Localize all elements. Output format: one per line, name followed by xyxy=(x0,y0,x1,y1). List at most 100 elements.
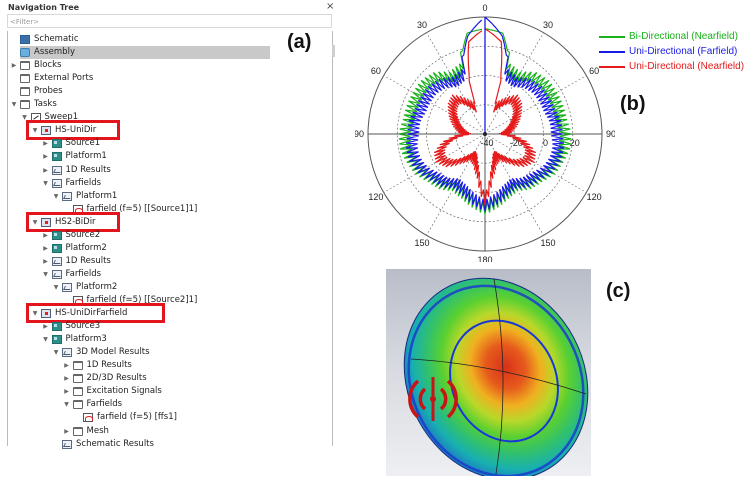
polar-grid-spoke xyxy=(383,75,486,135)
legend-item: Bi-Directional (Nearfield) xyxy=(595,29,744,44)
tree-item[interactable]: ▼ Platform3 xyxy=(8,333,328,346)
collapse-arrow-icon[interactable]: ▼ xyxy=(43,270,48,278)
expand-arrow-icon[interactable]: ▶ xyxy=(43,257,48,265)
chart-icon xyxy=(62,439,72,449)
folder-icon xyxy=(20,74,30,84)
chart-icon xyxy=(51,165,62,175)
tree-item-label: Mesh xyxy=(86,425,109,436)
tree-item-label: 1D Results xyxy=(65,255,111,266)
tree-item[interactable]: ▶ Excitation Signals xyxy=(8,385,328,398)
collapse-arrow-icon[interactable]: ▼ xyxy=(22,114,27,122)
component-icon xyxy=(51,243,62,253)
chart-legend: Bi-Directional (Nearfield) Uni-Directiona… xyxy=(595,29,744,74)
tree-item[interactable]: ▶ Source1 xyxy=(8,137,328,150)
collapse-arrow-icon[interactable]: ▼ xyxy=(43,336,48,344)
expand-arrow-icon[interactable]: ▶ xyxy=(43,153,48,161)
expand-arrow-icon[interactable]: ▶ xyxy=(43,140,48,148)
expand-arrow-icon[interactable]: ▶ xyxy=(64,375,69,383)
component-icon xyxy=(51,139,62,149)
task-icon xyxy=(41,309,51,319)
tree-item-label: Platform1 xyxy=(76,190,118,201)
tree-item-label: farfield (f=5) [ffs1] xyxy=(97,412,177,423)
tree-item[interactable]: Assembly xyxy=(20,46,270,60)
tree-item[interactable]: ▶ Mesh xyxy=(8,425,328,438)
tree-item-label: Farfields xyxy=(86,399,123,410)
farfield-surface xyxy=(403,277,589,476)
tree-item[interactable]: farfield (f=5) [ffs1] xyxy=(8,411,328,424)
tree-item[interactable]: Schematic xyxy=(8,33,328,46)
polar-grid-spoke xyxy=(383,133,486,193)
folder-icon xyxy=(20,61,30,71)
tree-item[interactable]: ▶ 1D Results xyxy=(8,255,328,268)
close-icon[interactable]: × xyxy=(326,1,335,12)
collapse-arrow-icon[interactable]: ▼ xyxy=(43,179,48,187)
chart-icon xyxy=(51,178,62,188)
expand-arrow-icon[interactable]: ▶ xyxy=(64,427,69,435)
tree-item[interactable]: ▼ HS-UniDirFarfield xyxy=(8,307,328,320)
tree-item[interactable]: ▼ Farfields xyxy=(8,177,328,190)
tree-item[interactable]: ▶ Source3 xyxy=(8,320,328,333)
filter-input[interactable]: <Filter> xyxy=(7,14,332,28)
radial-tick-label: -40 xyxy=(480,138,493,148)
collapse-arrow-icon[interactable]: ▼ xyxy=(11,101,17,109)
collapse-arrow-icon[interactable]: ▼ xyxy=(64,401,69,409)
tree-item[interactable]: ▼ Farfields xyxy=(8,268,328,281)
highlight-box xyxy=(26,211,121,232)
tree-item[interactable]: ▶ 1D Results xyxy=(8,164,328,177)
angle-tick-label: 150 xyxy=(414,238,429,248)
expand-arrow-icon[interactable]: ▶ xyxy=(43,231,48,239)
tree-item-label: Platform2 xyxy=(65,242,107,253)
tree-item[interactable]: ▼ Platform1 xyxy=(8,190,328,203)
farfield-icon xyxy=(83,413,93,423)
collapse-arrow-icon[interactable]: ▼ xyxy=(32,310,38,318)
expand-arrow-icon[interactable]: ▶ xyxy=(43,323,48,331)
3d-farfield-view[interactable] xyxy=(386,269,591,476)
collapse-arrow-icon[interactable]: ▼ xyxy=(53,283,59,291)
chart-icon xyxy=(62,282,72,292)
collapse-arrow-icon[interactable]: ▼ xyxy=(53,349,59,357)
angle-tick-label: 60 xyxy=(589,66,599,76)
expand-arrow-icon[interactable]: ▶ xyxy=(43,166,48,174)
folder-icon xyxy=(20,100,30,110)
tree-view: Schematic Assembly ▶ Blocks External Ports Pr… xyxy=(7,31,333,449)
angle-tick-label: 60 xyxy=(371,66,381,76)
tree-item[interactable]: ▼ Tasks xyxy=(8,98,328,111)
tree-item[interactable]: ▶ 1D Results xyxy=(8,359,328,372)
polar-grid-spoke xyxy=(484,75,587,135)
scrollbar-thumb[interactable] xyxy=(332,45,335,57)
component-icon xyxy=(51,152,62,162)
polar-grid-spoke xyxy=(484,133,587,193)
tree-item[interactable]: ▶ Source2 xyxy=(8,229,328,242)
tree-item[interactable]: ▼ Farfields xyxy=(8,398,328,411)
collapse-arrow-icon[interactable]: ▼ xyxy=(32,127,38,135)
tree-item-label: Assembly xyxy=(34,47,75,58)
polar-grid-spoke xyxy=(484,133,544,236)
tree-item[interactable]: ▶ Blocks xyxy=(8,59,328,72)
tree-item[interactable]: Probes xyxy=(8,85,328,98)
chart-icon xyxy=(62,191,72,201)
polar-center-dot xyxy=(483,132,487,136)
tree-item[interactable]: ▼ HS2-BiDir xyxy=(8,216,328,229)
expand-arrow-icon[interactable]: ▶ xyxy=(64,362,69,370)
tree-item[interactable]: ▼ Platform2 xyxy=(8,281,328,294)
tree-item[interactable]: ▶ Platform2 xyxy=(8,242,328,255)
tree-item[interactable]: ▼ 3D Model Results xyxy=(8,346,328,359)
series-line-1 xyxy=(405,16,565,212)
tree-item[interactable]: Schematic Results xyxy=(8,438,328,451)
expand-arrow-icon[interactable]: ▶ xyxy=(43,244,48,252)
tree-item[interactable]: ▶ 2D/3D Results xyxy=(8,372,328,385)
expand-arrow-icon[interactable]: ▶ xyxy=(11,62,17,70)
component-icon xyxy=(51,322,62,332)
schematic-icon xyxy=(20,35,30,44)
folder-icon xyxy=(72,426,83,436)
angle-tick-label: 90 xyxy=(355,129,364,139)
expand-arrow-icon[interactable]: ▶ xyxy=(64,388,69,396)
tree-item[interactable]: ▶ Platform1 xyxy=(8,150,328,163)
collapse-arrow-icon[interactable]: ▼ xyxy=(32,218,38,226)
tree-item-label: Schematic Results xyxy=(76,438,154,449)
chart-icon xyxy=(62,348,72,358)
tree-item[interactable]: ▼ HS-UniDir xyxy=(8,124,328,137)
radial-tick-label: -20 xyxy=(510,138,523,148)
collapse-arrow-icon[interactable]: ▼ xyxy=(53,192,59,200)
tree-item[interactable]: External Ports xyxy=(8,72,328,85)
